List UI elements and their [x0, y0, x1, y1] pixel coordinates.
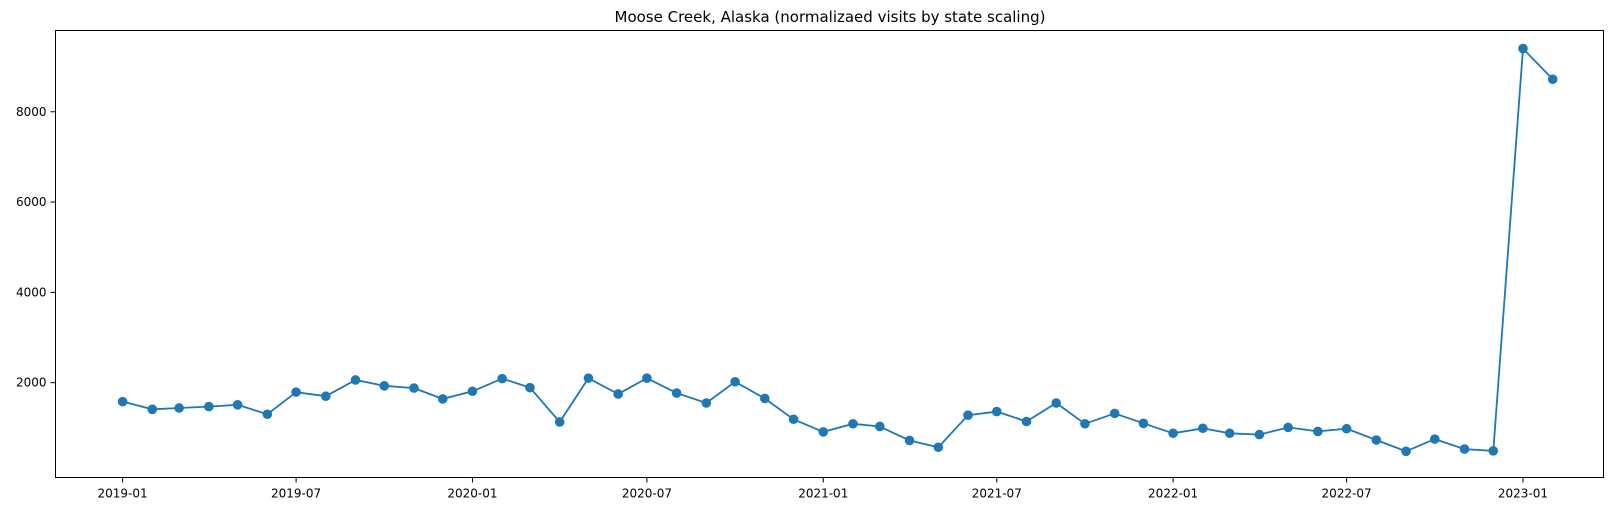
- data-point: [818, 427, 829, 437]
- data-point: [1198, 423, 1208, 434]
- data-point: [1371, 435, 1382, 445]
- data-point: [204, 401, 214, 412]
- data-point: [525, 382, 535, 393]
- data-point: [379, 381, 390, 391]
- series-line: [122, 46, 1554, 453]
- data-point: [642, 373, 652, 383]
- data-point: [1224, 428, 1235, 439]
- plot-frame: [55, 30, 1604, 478]
- data-point: [904, 435, 915, 446]
- data-point: [671, 388, 682, 398]
- x-tick-label: 2022-07: [1322, 487, 1372, 501]
- data-point: [1313, 426, 1323, 437]
- x-tick-label: 2020-01: [447, 487, 497, 501]
- y-tick-label: 4000: [16, 285, 47, 299]
- data-point: [848, 418, 858, 429]
- data-point: [1430, 434, 1440, 444]
- data-point: [875, 421, 885, 432]
- data-point: [1459, 444, 1470, 454]
- data-point: [554, 417, 565, 427]
- data-point: [117, 396, 128, 407]
- data-point: [933, 442, 944, 453]
- data-point: [701, 398, 712, 408]
- x-tick-label: 2023-01: [1498, 487, 1548, 501]
- data-point: [1138, 418, 1149, 429]
- data-point: [1518, 43, 1528, 54]
- data-point: [232, 400, 243, 410]
- x-tick-label: 2021-07: [972, 487, 1022, 501]
- data-point: [1080, 418, 1090, 429]
- data-point: [1401, 446, 1411, 457]
- y-tick-label: 6000: [16, 195, 47, 209]
- chart-title: Moose Creek, Alaska (normalizaed visits …: [615, 8, 1046, 26]
- x-tick-label: 2019-01: [98, 487, 148, 501]
- data-point: [760, 393, 770, 404]
- data-point: [350, 375, 361, 385]
- data-point: [583, 373, 594, 383]
- data-point: [409, 383, 419, 393]
- x-axis: 2019-01 2019-07 2020-01 2020-07 2021-01 2021-…: [98, 477, 1548, 501]
- data-point: [1547, 74, 1558, 85]
- data-point: [788, 414, 799, 425]
- data-point: [991, 406, 1002, 417]
- data-point: [1021, 416, 1032, 427]
- data-point: [1283, 422, 1293, 433]
- x-tick-label: 2020-07: [622, 487, 672, 501]
- data-series: [117, 43, 1558, 457]
- data-point: [1488, 446, 1499, 456]
- x-tick-label: 2021-01: [798, 487, 848, 501]
- data-point: [1109, 408, 1120, 419]
- y-axis: 2000 4000 6000 8000: [16, 105, 56, 390]
- y-tick-label: 2000: [16, 376, 47, 390]
- data-point: [321, 391, 331, 402]
- data-point: [262, 409, 273, 420]
- data-point: [1254, 429, 1265, 440]
- data-point: [1341, 423, 1352, 434]
- data-point: [1051, 398, 1061, 408]
- y-tick-label: 8000: [16, 105, 47, 119]
- data-point: [467, 386, 478, 397]
- data-point: [147, 404, 158, 415]
- data-point: [613, 389, 623, 399]
- data-point: [174, 403, 184, 413]
- x-tick-label: 2019-07: [271, 487, 321, 501]
- data-point: [497, 373, 507, 384]
- x-tick-label: 2022-01: [1148, 487, 1198, 501]
- data-point: [963, 410, 973, 420]
- data-point: [437, 394, 448, 404]
- data-point: [1168, 428, 1178, 439]
- data-point: [730, 376, 740, 387]
- data-point: [291, 387, 301, 397]
